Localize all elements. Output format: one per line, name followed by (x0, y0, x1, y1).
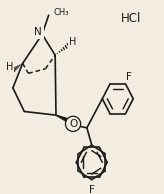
Text: HCl: HCl (121, 12, 141, 25)
Text: H: H (6, 62, 13, 72)
Text: O: O (69, 119, 77, 129)
Polygon shape (56, 115, 73, 124)
Text: F: F (89, 185, 95, 194)
Text: H: H (69, 37, 77, 48)
Text: CH₃: CH₃ (53, 8, 69, 17)
Text: N: N (34, 28, 42, 37)
Text: F: F (126, 72, 132, 81)
